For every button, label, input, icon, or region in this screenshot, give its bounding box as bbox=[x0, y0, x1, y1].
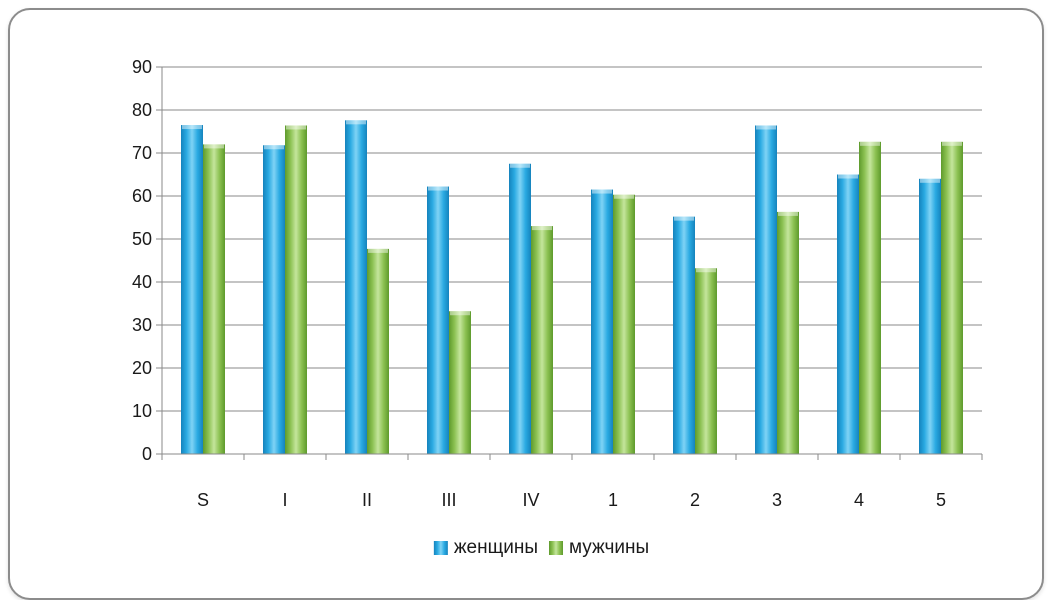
bar-women bbox=[509, 163, 531, 454]
bar-highlight bbox=[942, 141, 962, 146]
bar-body bbox=[531, 226, 553, 454]
bar-highlight bbox=[532, 226, 552, 231]
bar-men bbox=[777, 211, 799, 454]
x-tick-label: IV bbox=[522, 490, 539, 510]
x-tick-label: 3 bbox=[772, 490, 782, 510]
bar-women bbox=[837, 174, 859, 454]
y-tick-label: 80 bbox=[132, 100, 152, 120]
bar-highlight bbox=[204, 144, 224, 149]
bar-body bbox=[919, 178, 941, 455]
x-tick-label: II bbox=[362, 490, 372, 510]
x-tick-label: 5 bbox=[936, 490, 946, 510]
bar-highlight bbox=[592, 189, 612, 194]
axes bbox=[156, 66, 983, 460]
bar-highlight bbox=[346, 120, 366, 125]
y-tick-label: 10 bbox=[132, 401, 152, 421]
bar-highlight bbox=[696, 268, 716, 273]
bar-men bbox=[859, 141, 881, 454]
bar-men bbox=[695, 268, 717, 454]
bar-highlight bbox=[838, 174, 858, 179]
bar-women bbox=[263, 145, 285, 454]
bar-men bbox=[367, 248, 389, 454]
bar-highlight bbox=[368, 248, 388, 253]
bar-body bbox=[613, 194, 635, 454]
bar-body bbox=[509, 163, 531, 454]
legend-label: мужчины bbox=[569, 537, 649, 558]
bar-highlight bbox=[182, 125, 202, 130]
bar-body bbox=[345, 120, 367, 454]
x-tick-label: S bbox=[197, 490, 209, 510]
bar-women bbox=[919, 178, 941, 455]
bar-body bbox=[941, 141, 963, 454]
y-tick-label: 40 bbox=[132, 272, 152, 292]
y-tick-label: 60 bbox=[132, 186, 152, 206]
bar-body bbox=[203, 144, 225, 454]
bar-women bbox=[345, 120, 367, 454]
x-tick-labels: S I II III IV 1 2 3 4 5 bbox=[197, 490, 946, 510]
bars bbox=[181, 120, 963, 455]
bar-men bbox=[613, 194, 635, 454]
bar-highlight bbox=[778, 211, 798, 216]
bar-women bbox=[755, 125, 777, 454]
bar-body bbox=[859, 141, 881, 454]
y-tick-label: 90 bbox=[132, 57, 152, 77]
bar-body bbox=[837, 174, 859, 454]
bar-body bbox=[263, 145, 285, 454]
y-tick-label: 0 bbox=[142, 444, 152, 464]
bar-body bbox=[755, 125, 777, 454]
bar-body bbox=[673, 216, 695, 454]
legend-item-women: женщины bbox=[433, 537, 538, 558]
legend-swatch bbox=[549, 541, 563, 555]
bar-highlight bbox=[614, 194, 634, 199]
bar-highlight bbox=[860, 141, 880, 146]
bar-body bbox=[285, 125, 307, 454]
bar-body bbox=[449, 311, 471, 454]
bar-highlight bbox=[428, 186, 448, 191]
y-tick-label: 70 bbox=[132, 143, 152, 163]
bar-body bbox=[367, 248, 389, 454]
bar-body bbox=[695, 268, 717, 454]
bar-highlight bbox=[920, 178, 940, 183]
bar-women bbox=[591, 189, 613, 455]
bar-highlight bbox=[286, 125, 306, 130]
x-tick-label: III bbox=[441, 490, 456, 510]
bar-body bbox=[427, 186, 449, 455]
bar-highlight bbox=[450, 311, 470, 316]
bar-men bbox=[941, 141, 963, 454]
legend: женщины мужчины bbox=[433, 537, 649, 558]
y-tick-labels: 0 10 20 30 40 50 60 70 80 90 bbox=[132, 57, 152, 464]
bar-men bbox=[531, 226, 553, 454]
bar-body bbox=[591, 189, 613, 455]
bar-highlight bbox=[510, 163, 530, 168]
bar-women bbox=[427, 186, 449, 455]
legend-swatch bbox=[433, 541, 448, 555]
bar-men bbox=[285, 125, 307, 454]
y-tick-label: 50 bbox=[132, 229, 152, 249]
bar-women bbox=[181, 125, 203, 455]
x-tick-label: I bbox=[282, 490, 287, 510]
y-tick-label: 30 bbox=[132, 315, 152, 335]
x-tick-label: 4 bbox=[854, 490, 864, 510]
bar-women bbox=[673, 216, 695, 454]
bar-men bbox=[203, 144, 225, 454]
legend-item-men: мужчины bbox=[549, 537, 649, 558]
x-tick-label: 2 bbox=[690, 490, 700, 510]
y-tick-label: 20 bbox=[132, 358, 152, 378]
bar-body bbox=[181, 125, 203, 455]
bar-highlight bbox=[264, 145, 284, 150]
bar-body bbox=[777, 211, 799, 454]
bar-men bbox=[449, 311, 471, 454]
bar-highlight bbox=[756, 125, 776, 130]
x-tick-label: 1 bbox=[608, 490, 618, 510]
bar-highlight bbox=[674, 216, 694, 221]
legend-label: женщины bbox=[454, 537, 538, 558]
